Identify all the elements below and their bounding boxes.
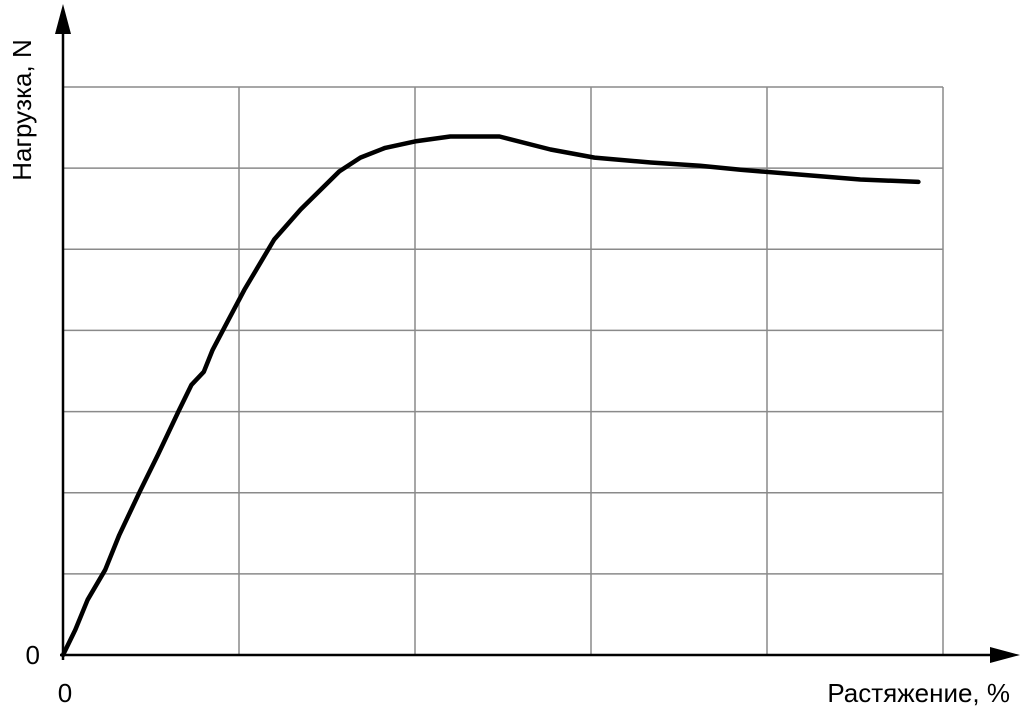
y-axis-arrow — [55, 4, 71, 34]
x-axis-arrow — [990, 647, 1020, 663]
x-axis-label: Растяжение, % — [827, 678, 1010, 708]
x-tick-label: 0 — [58, 678, 72, 708]
data-line — [60, 134, 921, 658]
y-tick-label: 0 — [26, 640, 40, 670]
y-axis-label: Нагрузка, N — [7, 39, 37, 180]
